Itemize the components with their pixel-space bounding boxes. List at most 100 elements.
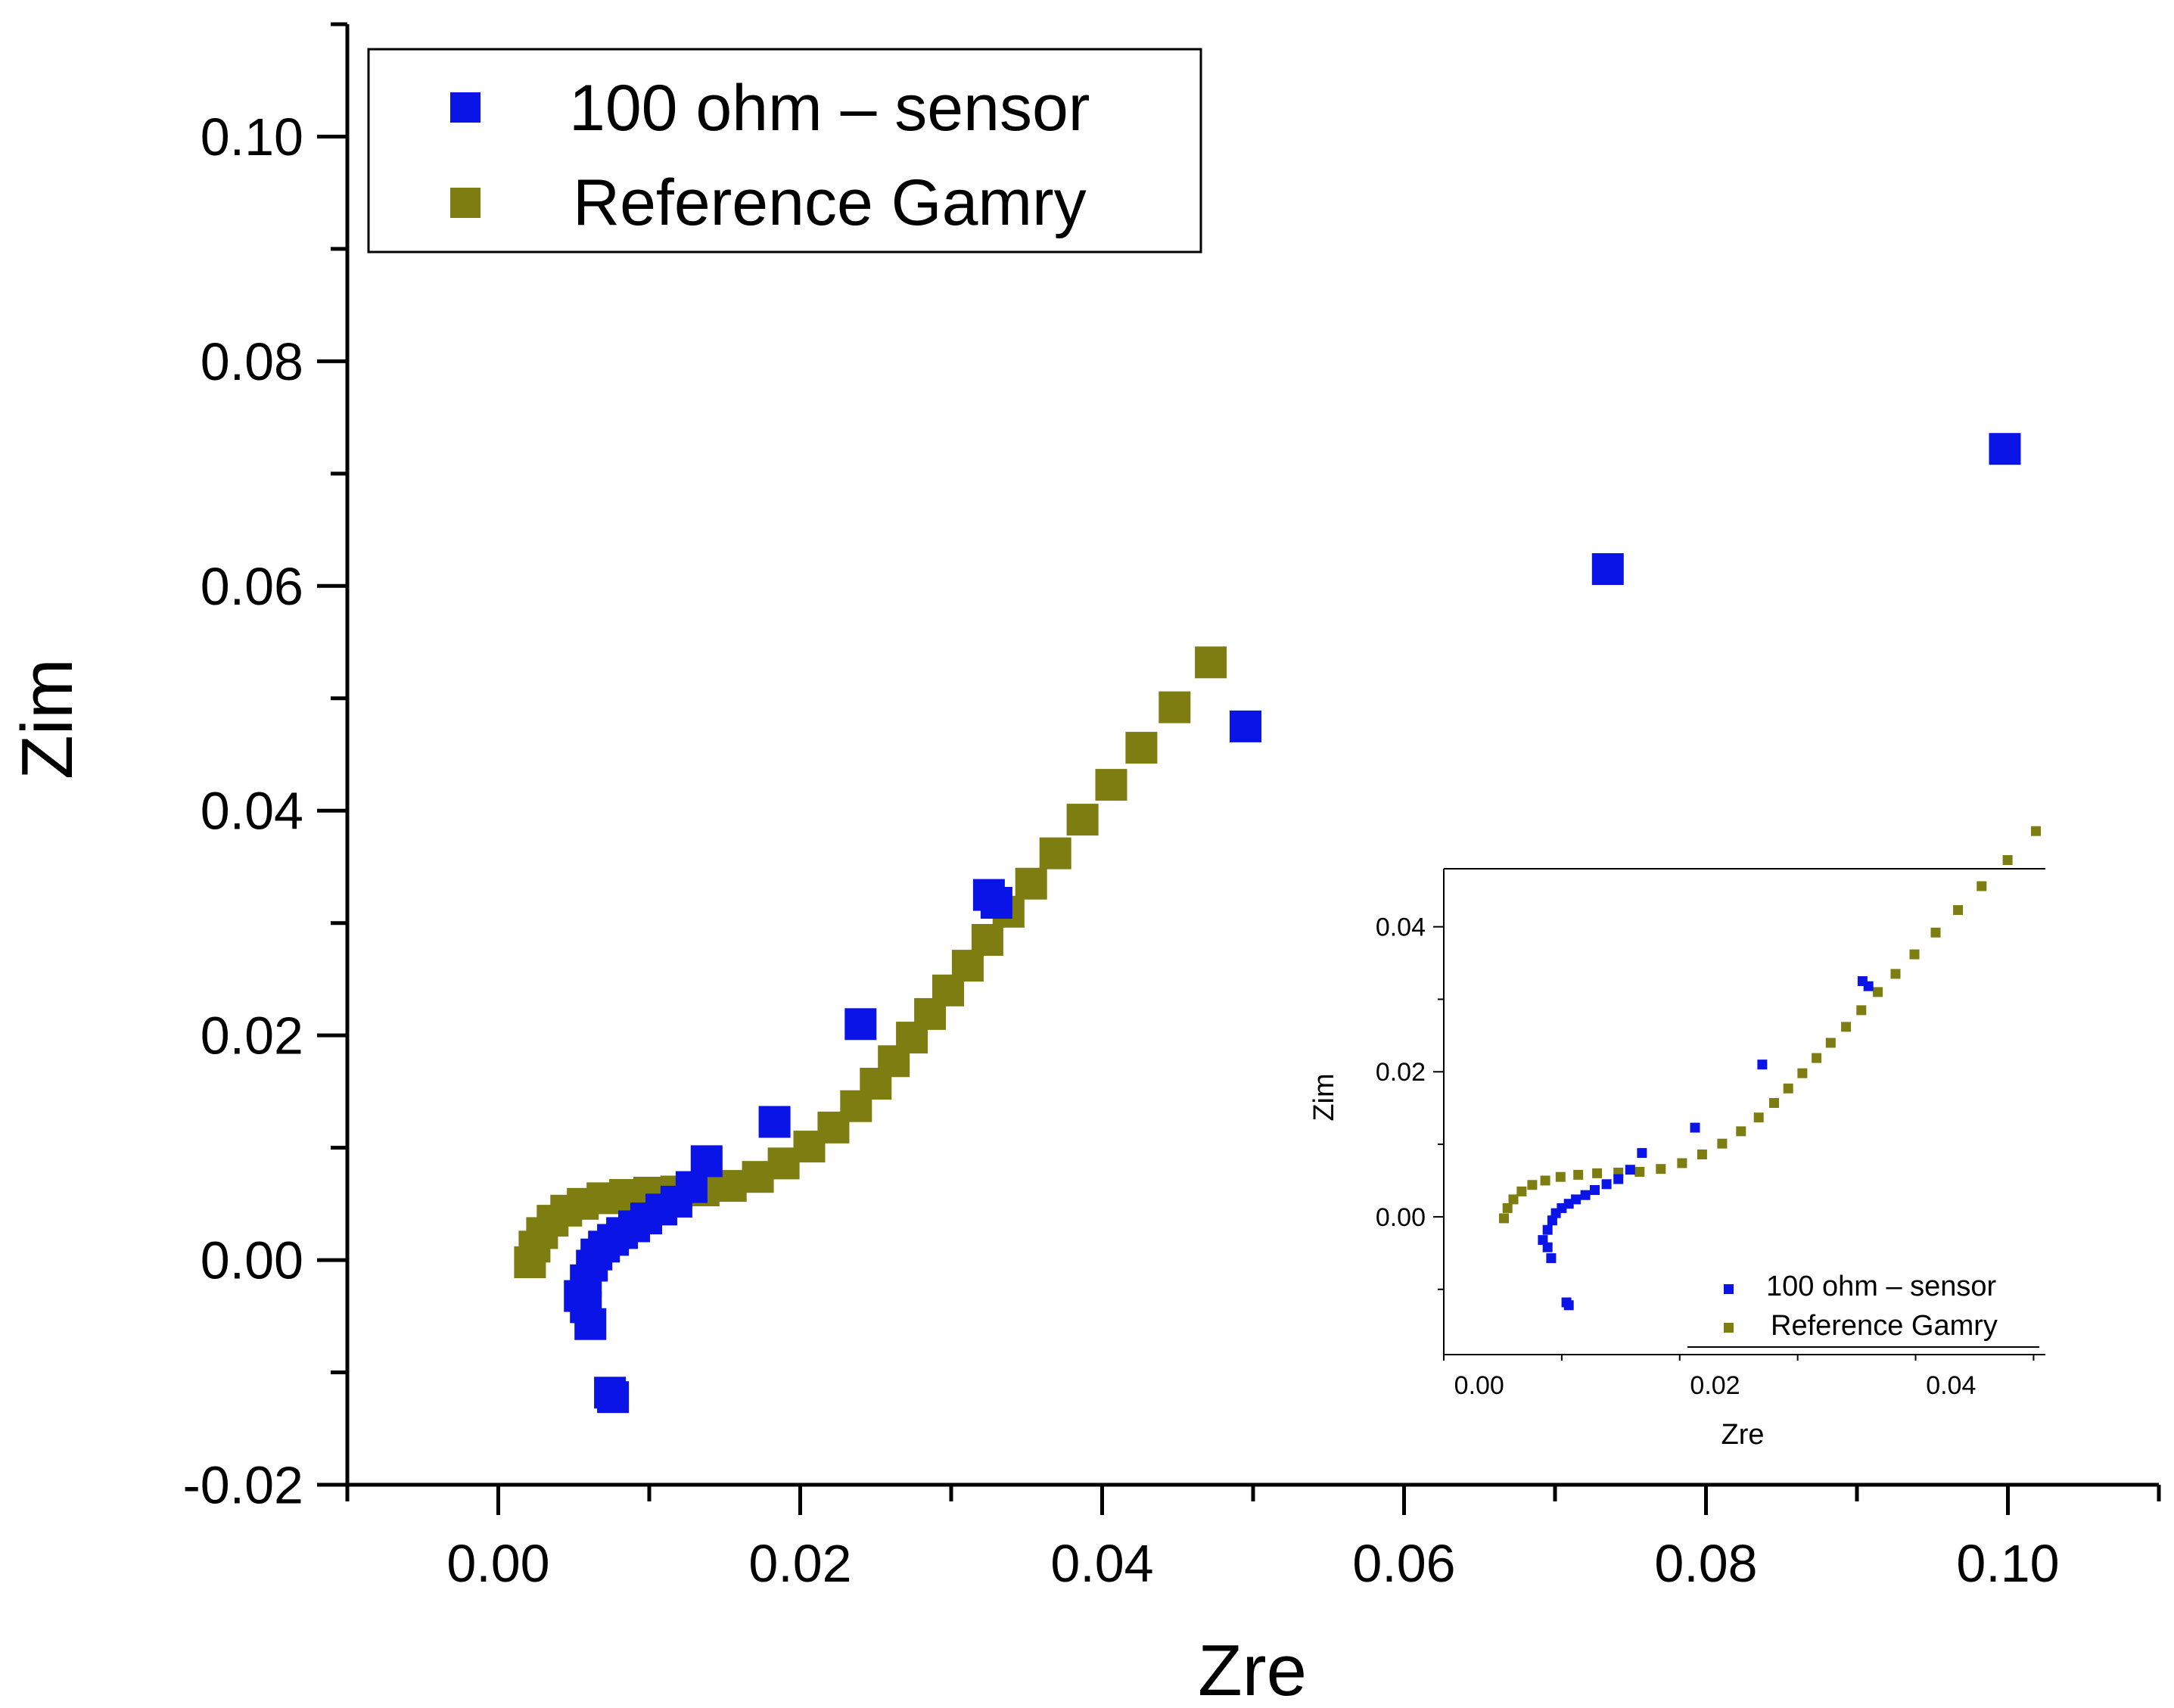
main-legend-box <box>367 48 1202 254</box>
main-legend-label-sensor: 100 ohm – sensor <box>569 72 1090 145</box>
main-plot-points <box>514 433 2021 1414</box>
main-point-reference-31 <box>1195 646 1227 679</box>
inset-point-sensor-5 <box>1542 1224 1553 1235</box>
main-x-axis-title: Zre <box>1198 1630 1307 1708</box>
inset-point-reference-29 <box>1977 881 1987 891</box>
main-y-tick-label: 0.08 <box>201 332 303 391</box>
main-legend-marker-reference <box>450 188 481 218</box>
inset-point-reference-7 <box>1573 1169 1584 1180</box>
inset-y-tick-label: 0.00 <box>1376 1203 1426 1232</box>
inset-point-reference-17 <box>1769 1098 1779 1108</box>
inset-point-sensor-16 <box>1637 1148 1647 1159</box>
inset-point-sensor-4 <box>1538 1235 1548 1246</box>
main-y-tick-label: 0.04 <box>201 782 303 841</box>
inset-y-axis-title: Zim <box>1308 1073 1340 1121</box>
inset-point-reference-26 <box>1909 949 1920 960</box>
inset-x-tick-label: 0.00 <box>1454 1371 1504 1400</box>
inset-point-reference-14 <box>1717 1138 1728 1149</box>
main-point-reference-26 <box>1039 837 1071 870</box>
main-point-reference-29 <box>1125 732 1158 764</box>
main-point-sensor-22 <box>1591 553 1624 585</box>
main-y-tick-label: 0.06 <box>201 557 303 616</box>
main-point-reference-23 <box>971 924 1003 956</box>
main-point-sensor-1 <box>594 1377 627 1409</box>
inset-legend-marker-sensor <box>1724 1284 1734 1294</box>
main-x-tick-label: 0.10 <box>1956 1534 2059 1593</box>
main-y-tick-label: 0.10 <box>201 107 303 166</box>
inset-point-sensor-15 <box>1625 1165 1635 1175</box>
main-x-tick-label: 0.00 <box>446 1534 549 1593</box>
inset-point-sensor-1 <box>1561 1297 1572 1308</box>
main-x-tick-label: 0.06 <box>1352 1534 1455 1593</box>
inset-point-reference-28 <box>1953 905 1964 916</box>
inset-point-reference-2 <box>1508 1194 1519 1205</box>
inset-point-sensor-18 <box>1757 1059 1768 1070</box>
main-y-tick-label: 0.00 <box>201 1231 303 1290</box>
inset-point-reference-1 <box>1502 1202 1513 1213</box>
inset-point-sensor-20 <box>1863 981 1874 991</box>
main-plot-axes: 0.00 0.02 0.04 0.06 0.08 0.10-0.020.000.020.0… <box>182 22 2161 1593</box>
inset-point-reference-8 <box>1592 1168 1603 1178</box>
main-legend-marker-sensor <box>450 92 481 123</box>
inset-point-reference-31 <box>2031 826 2041 836</box>
main-point-sensor-18 <box>844 1008 877 1041</box>
inset-legend-marker-reference <box>1724 1323 1734 1333</box>
main-x-tick-label: 0.02 <box>748 1534 851 1593</box>
main-point-reference-30 <box>1159 691 1191 723</box>
inset-point-reference-27 <box>1930 927 1941 938</box>
inset-point-reference-22 <box>1841 1022 1852 1032</box>
inset-point-reference-6 <box>1555 1171 1566 1182</box>
inset-x-axis-title: Zre <box>1721 1419 1765 1451</box>
inset-point-sensor-2 <box>1546 1253 1557 1264</box>
inset-point-reference-3 <box>1516 1186 1527 1196</box>
inset-point-reference-12 <box>1677 1158 1687 1168</box>
inset-point-reference-11 <box>1656 1164 1666 1174</box>
inset-point-sensor-11 <box>1580 1190 1591 1200</box>
main-point-reference-28 <box>1095 769 1127 801</box>
main-x-tick-label: 0.08 <box>1654 1534 1757 1593</box>
inset-y-tick-label: 0.04 <box>1376 913 1426 942</box>
inset-legend-label-sensor: 100 ohm – sensor <box>1766 1271 1997 1302</box>
inset-point-reference-21 <box>1825 1038 1836 1048</box>
main-y-axis-title: Zim <box>7 658 88 779</box>
inset-point-reference-19 <box>1797 1068 1808 1078</box>
main-point-sensor-16 <box>690 1145 723 1178</box>
inset-point-reference-30 <box>2002 855 2013 865</box>
inset-point-reference-5 <box>1540 1175 1550 1186</box>
inset-point-reference-15 <box>1736 1126 1746 1137</box>
inset-point-reference-18 <box>1783 1083 1793 1094</box>
inset-point-sensor-14 <box>1613 1174 1624 1184</box>
inset-point-sensor-13 <box>1601 1179 1612 1190</box>
main-x-tick-label: 0.04 <box>1050 1534 1153 1593</box>
inset-plot-points <box>1499 826 2041 1311</box>
main-y-tick-label: 0.02 <box>201 1006 303 1066</box>
main-point-reference-25 <box>1015 867 1047 900</box>
main-y-tick-label: -0.02 <box>182 1456 303 1515</box>
main-legend: 100 ohm – sensor Reference Gamry <box>367 48 1202 254</box>
inset-point-sensor-17 <box>1690 1122 1700 1133</box>
inset-x-tick-label: 0.02 <box>1690 1371 1740 1400</box>
main-legend-label-reference: Reference Gamry <box>573 166 1087 239</box>
inset-plot-axes: 0.00 0.02 0.04 0.00 0.02 0.04 <box>1376 868 2045 1400</box>
inset-point-reference-23 <box>1856 1005 1867 1016</box>
main-point-sensor-20 <box>980 887 1012 919</box>
inset-point-sensor-10 <box>1571 1194 1582 1205</box>
inset-point-reference-13 <box>1697 1150 1707 1159</box>
main-point-sensor-23 <box>1989 433 2021 465</box>
inset-legend-label-reference: Reference Gamry <box>1771 1310 1998 1342</box>
inset-point-reference-0 <box>1499 1213 1509 1224</box>
inset-point-sensor-12 <box>1590 1185 1600 1195</box>
inset-point-reference-4 <box>1527 1180 1538 1190</box>
inset-legend: 100 ohm – sensor Reference Gamry <box>1687 1271 2039 1348</box>
inset-y-tick-label: 0.02 <box>1376 1058 1426 1087</box>
main-point-reference-27 <box>1066 804 1099 836</box>
inset-x-tick-label: 0.04 <box>1926 1371 1976 1400</box>
main-point-sensor-21 <box>1230 710 1261 742</box>
inset-point-reference-25 <box>1890 969 1901 979</box>
inset-point-reference-20 <box>1812 1053 1822 1063</box>
main-point-sensor-17 <box>758 1106 791 1138</box>
inset-background <box>1444 869 2045 1355</box>
inset-point-reference-16 <box>1753 1112 1764 1123</box>
